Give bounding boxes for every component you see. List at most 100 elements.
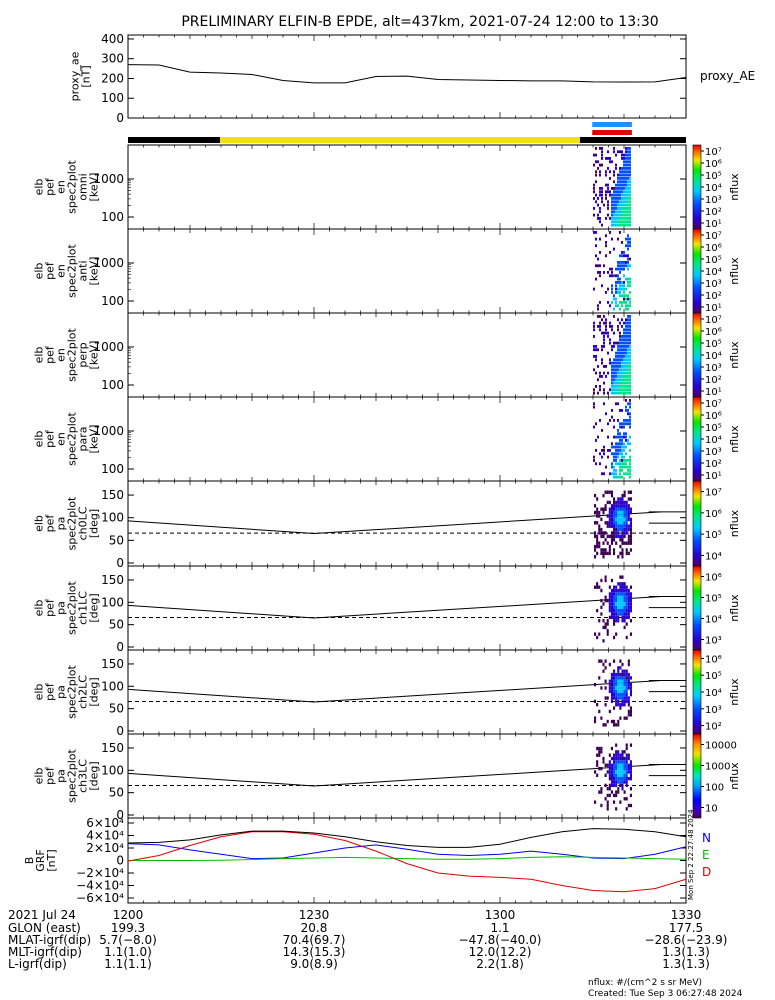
spectrogram-pixel — [629, 210, 631, 214]
spectrogram-pixel — [623, 459, 625, 462]
pitch-pixel — [613, 635, 616, 640]
pitch-pixel — [619, 659, 622, 663]
spectrogram-pixel — [611, 200, 613, 204]
pitch-pixel — [617, 672, 620, 677]
bgrf-line-E — [128, 856, 687, 861]
spectrogram-pixel — [629, 291, 631, 294]
spectrogram-pixel — [617, 378, 619, 382]
spectrogram-pixel — [623, 368, 625, 372]
spectrogram-pixel — [617, 150, 619, 154]
colorbar — [692, 312, 702, 398]
spectrogram-pixel — [605, 244, 607, 248]
spectrogram-pixel — [625, 381, 627, 385]
spectrogram-pixel — [609, 231, 611, 234]
spectrogram-pixel — [595, 264, 597, 268]
pitch-pixel — [615, 743, 618, 747]
pitch-pixel — [617, 592, 620, 596]
spectrogram-pixel — [619, 321, 621, 325]
pitch-pixel — [608, 605, 611, 609]
spectrogram-pixel — [617, 341, 619, 345]
pitch-pixel — [629, 706, 632, 710]
spectrogram-pixel — [615, 462, 617, 466]
pitch-panel-ylabel: pef — [44, 682, 57, 701]
spectrogram-pixel — [621, 180, 623, 184]
spectrogram-pixel — [597, 203, 599, 207]
spectrogram-pixel — [593, 455, 595, 459]
spectrogram-pixel — [599, 388, 601, 392]
pitch-pixel — [613, 538, 616, 542]
spectrogram-pixel — [619, 190, 621, 194]
pitch-pixel — [627, 490, 630, 494]
spectrogram-pixel — [615, 213, 617, 217]
pitch-pixel — [613, 723, 616, 727]
spectrogram-pixel — [615, 365, 617, 368]
pitch-pixel — [613, 696, 616, 700]
spectrogram-pixel — [605, 170, 607, 174]
spectrogram-pixel — [615, 284, 617, 288]
pitch-pixel — [627, 770, 630, 774]
spectrogram-pixel — [611, 210, 613, 214]
pitch-pixel — [608, 521, 611, 525]
spectrogram-pixel — [625, 365, 627, 368]
spectrogram-pixel — [625, 378, 627, 382]
spectrogram-pixel — [619, 261, 621, 264]
pitch-pixel — [629, 803, 632, 808]
spectrogram-pixel — [621, 200, 623, 204]
spectrogram-pixel — [595, 173, 597, 177]
pitch-panel-ylabel: pa — [55, 517, 68, 531]
spectrogram-pixel — [593, 197, 595, 200]
spectrogram-pixel — [623, 180, 625, 184]
pitch-pixel — [613, 693, 616, 697]
spectrogram-pixel — [619, 425, 621, 429]
spectrogram-pixel — [629, 328, 631, 332]
colorbar-tick-label: 10⁶ — [705, 573, 722, 584]
spectrogram-pixel — [593, 405, 595, 409]
spectrogram-pixel — [611, 452, 613, 456]
spectrogram-pixel — [625, 368, 627, 372]
spectrogram-pixel — [627, 220, 629, 224]
pitch-pixel — [608, 585, 611, 589]
spectrogram-pixel — [621, 465, 623, 469]
colorbar-tick-label: 10⁷ — [705, 315, 722, 326]
spectrogram-pixel — [617, 449, 619, 452]
spectrogram-pixel — [609, 419, 611, 422]
spectrogram-pixel — [625, 223, 627, 227]
spectrogram-pixel — [623, 381, 625, 385]
spectrogram-pixel — [621, 287, 623, 291]
spectrogram-pixel — [595, 153, 597, 157]
spectrogram-pixel — [613, 307, 615, 311]
spectrogram-pixel — [625, 318, 627, 322]
pitch-pixel — [610, 696, 613, 700]
spectrogram-pixel — [621, 375, 623, 378]
spectrogram-pixel — [613, 375, 615, 378]
pitch-pixel — [617, 588, 620, 593]
spectrogram-pixel — [621, 365, 623, 368]
pitch-pixel — [619, 517, 622, 522]
spectrogram-pixel — [605, 234, 607, 238]
pitch-pixel — [610, 514, 613, 518]
pitch-pixel — [627, 756, 630, 761]
spectrogram-pixel — [593, 335, 595, 338]
spectrogram-pixel — [611, 385, 613, 388]
spectrogram-pixel — [629, 348, 631, 352]
spectrogram-pixel — [621, 261, 623, 264]
pitch-pixel — [619, 763, 622, 767]
spectrogram-pixel — [625, 361, 627, 365]
pitch-pixel — [596, 521, 599, 525]
pitch-pixel — [615, 763, 618, 767]
pitch-pixel — [615, 760, 618, 764]
spectrogram-pixel — [625, 160, 627, 164]
spectrogram-pixel — [607, 167, 609, 170]
pitch-pixel — [617, 605, 620, 609]
pitch-pixel — [623, 507, 626, 511]
spectrogram-pixel — [613, 452, 615, 456]
pitch-pixel — [608, 770, 611, 774]
spectrogram-pixel — [603, 472, 605, 476]
pitch-pixel — [606, 534, 609, 539]
pitch-pixel — [621, 662, 624, 667]
spectrogram-pixel — [627, 180, 629, 184]
spectrogram-pixel — [617, 368, 619, 372]
pitch-pixel — [613, 763, 616, 767]
pitch-pixel — [621, 555, 624, 559]
spectrogram-pixel — [625, 439, 627, 442]
